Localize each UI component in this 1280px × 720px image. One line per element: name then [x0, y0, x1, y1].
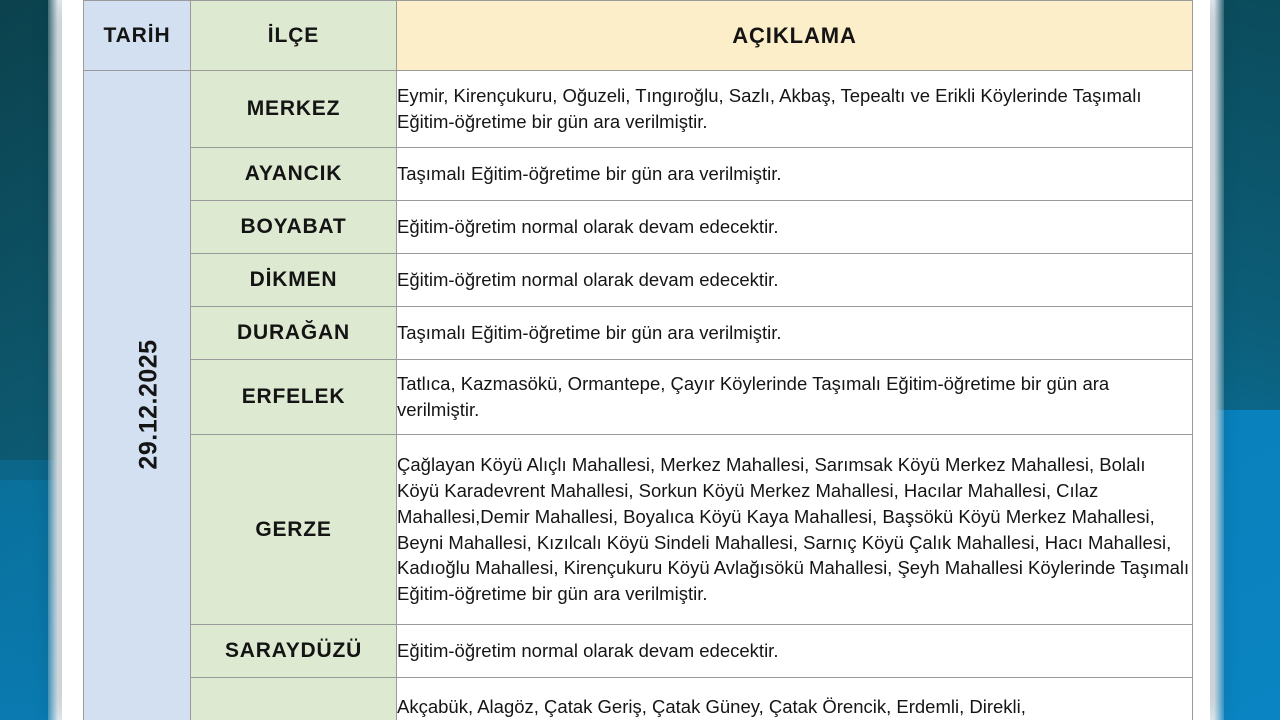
table-row: SARAYDÜZÜ Eğitim-öğretim normal olarak d…: [84, 624, 1193, 678]
district-cell-partial: [190, 677, 397, 720]
description-cell-dikmen: Eğitim-öğretim normal olarak devam edece…: [396, 253, 1193, 307]
table-row: DİKMEN Eğitim-öğretim normal olarak deva…: [84, 253, 1193, 307]
table-header-row: TARİH İLÇE AÇIKLAMA: [83, 0, 1193, 71]
description-cell-erfelek: Tatlıca, Kazmasökü, Ormantepe, Çayır Köy…: [396, 359, 1193, 435]
description-cell-duragan: Taşımalı Eğitim-öğretime bir gün ara ver…: [396, 306, 1193, 360]
date-value: 29.12.2025: [134, 338, 163, 470]
description-cell-ayancik: Taşımalı Eğitim-öğretime bir gün ara ver…: [396, 147, 1193, 201]
table-row: GERZE Çağlayan Köyü Alıçlı Mahallesi, Me…: [84, 434, 1193, 625]
description-cell-boyabat: Eğitim-öğretim normal olarak devam edece…: [396, 200, 1193, 254]
district-cell-erfelek: ERFELEK: [190, 359, 397, 435]
column-header-description: AÇIKLAMA: [396, 0, 1193, 71]
district-cell-merkez: MERKEZ: [190, 70, 397, 148]
table-row: AYANCIK Taşımalı Eğitim-öğretime bir gün…: [84, 147, 1193, 201]
district-cell-duragan: DURAĞAN: [190, 306, 397, 360]
table-row: Akçabük, Alagöz, Çatak Geriş, Çatak Güne…: [84, 677, 1193, 720]
description-cell-sarayduzu: Eğitim-öğretim normal olarak devam edece…: [396, 624, 1193, 678]
description-cell-merkez: Eymir, Kirençukuru, Oğuzeli, Tıngıroğlu,…: [396, 70, 1193, 148]
description-cell-gerze: Çağlayan Köyü Alıçlı Mahallesi, Merkez M…: [396, 434, 1193, 625]
column-header-district: İLÇE: [190, 0, 397, 71]
district-cell-dikmen: DİKMEN: [190, 253, 397, 307]
district-cell-sarayduzu: SARAYDÜZÜ: [190, 624, 397, 678]
district-cell-boyabat: BOYABAT: [190, 200, 397, 254]
page-edge-right: [1210, 0, 1224, 720]
date-cell: 29.12.2025: [83, 70, 191, 720]
table-row: 29.12.2025 MERKEZ Eymir, Kirençukuru, Oğ…: [83, 70, 1193, 720]
description-cell-partial: Akçabük, Alagöz, Çatak Geriş, Çatak Güne…: [396, 677, 1193, 720]
column-header-date: TARİH: [83, 0, 191, 71]
district-cell-gerze: GERZE: [190, 434, 397, 625]
table-row: ERFELEK Tatlıca, Kazmasökü, Ormantepe, Ç…: [84, 359, 1193, 435]
district-cell-ayancik: AYANCIK: [190, 147, 397, 201]
page-edge-left: [48, 0, 62, 720]
table-row: DURAĞAN Taşımalı Eğitim-öğretime bir gün…: [84, 306, 1193, 360]
school-closure-table: TARİH İLÇE AÇIKLAMA 29.12.2025 MERKEZ Ey…: [83, 0, 1193, 720]
table-row: BOYABAT Eğitim-öğretim normal olarak dev…: [84, 200, 1193, 254]
